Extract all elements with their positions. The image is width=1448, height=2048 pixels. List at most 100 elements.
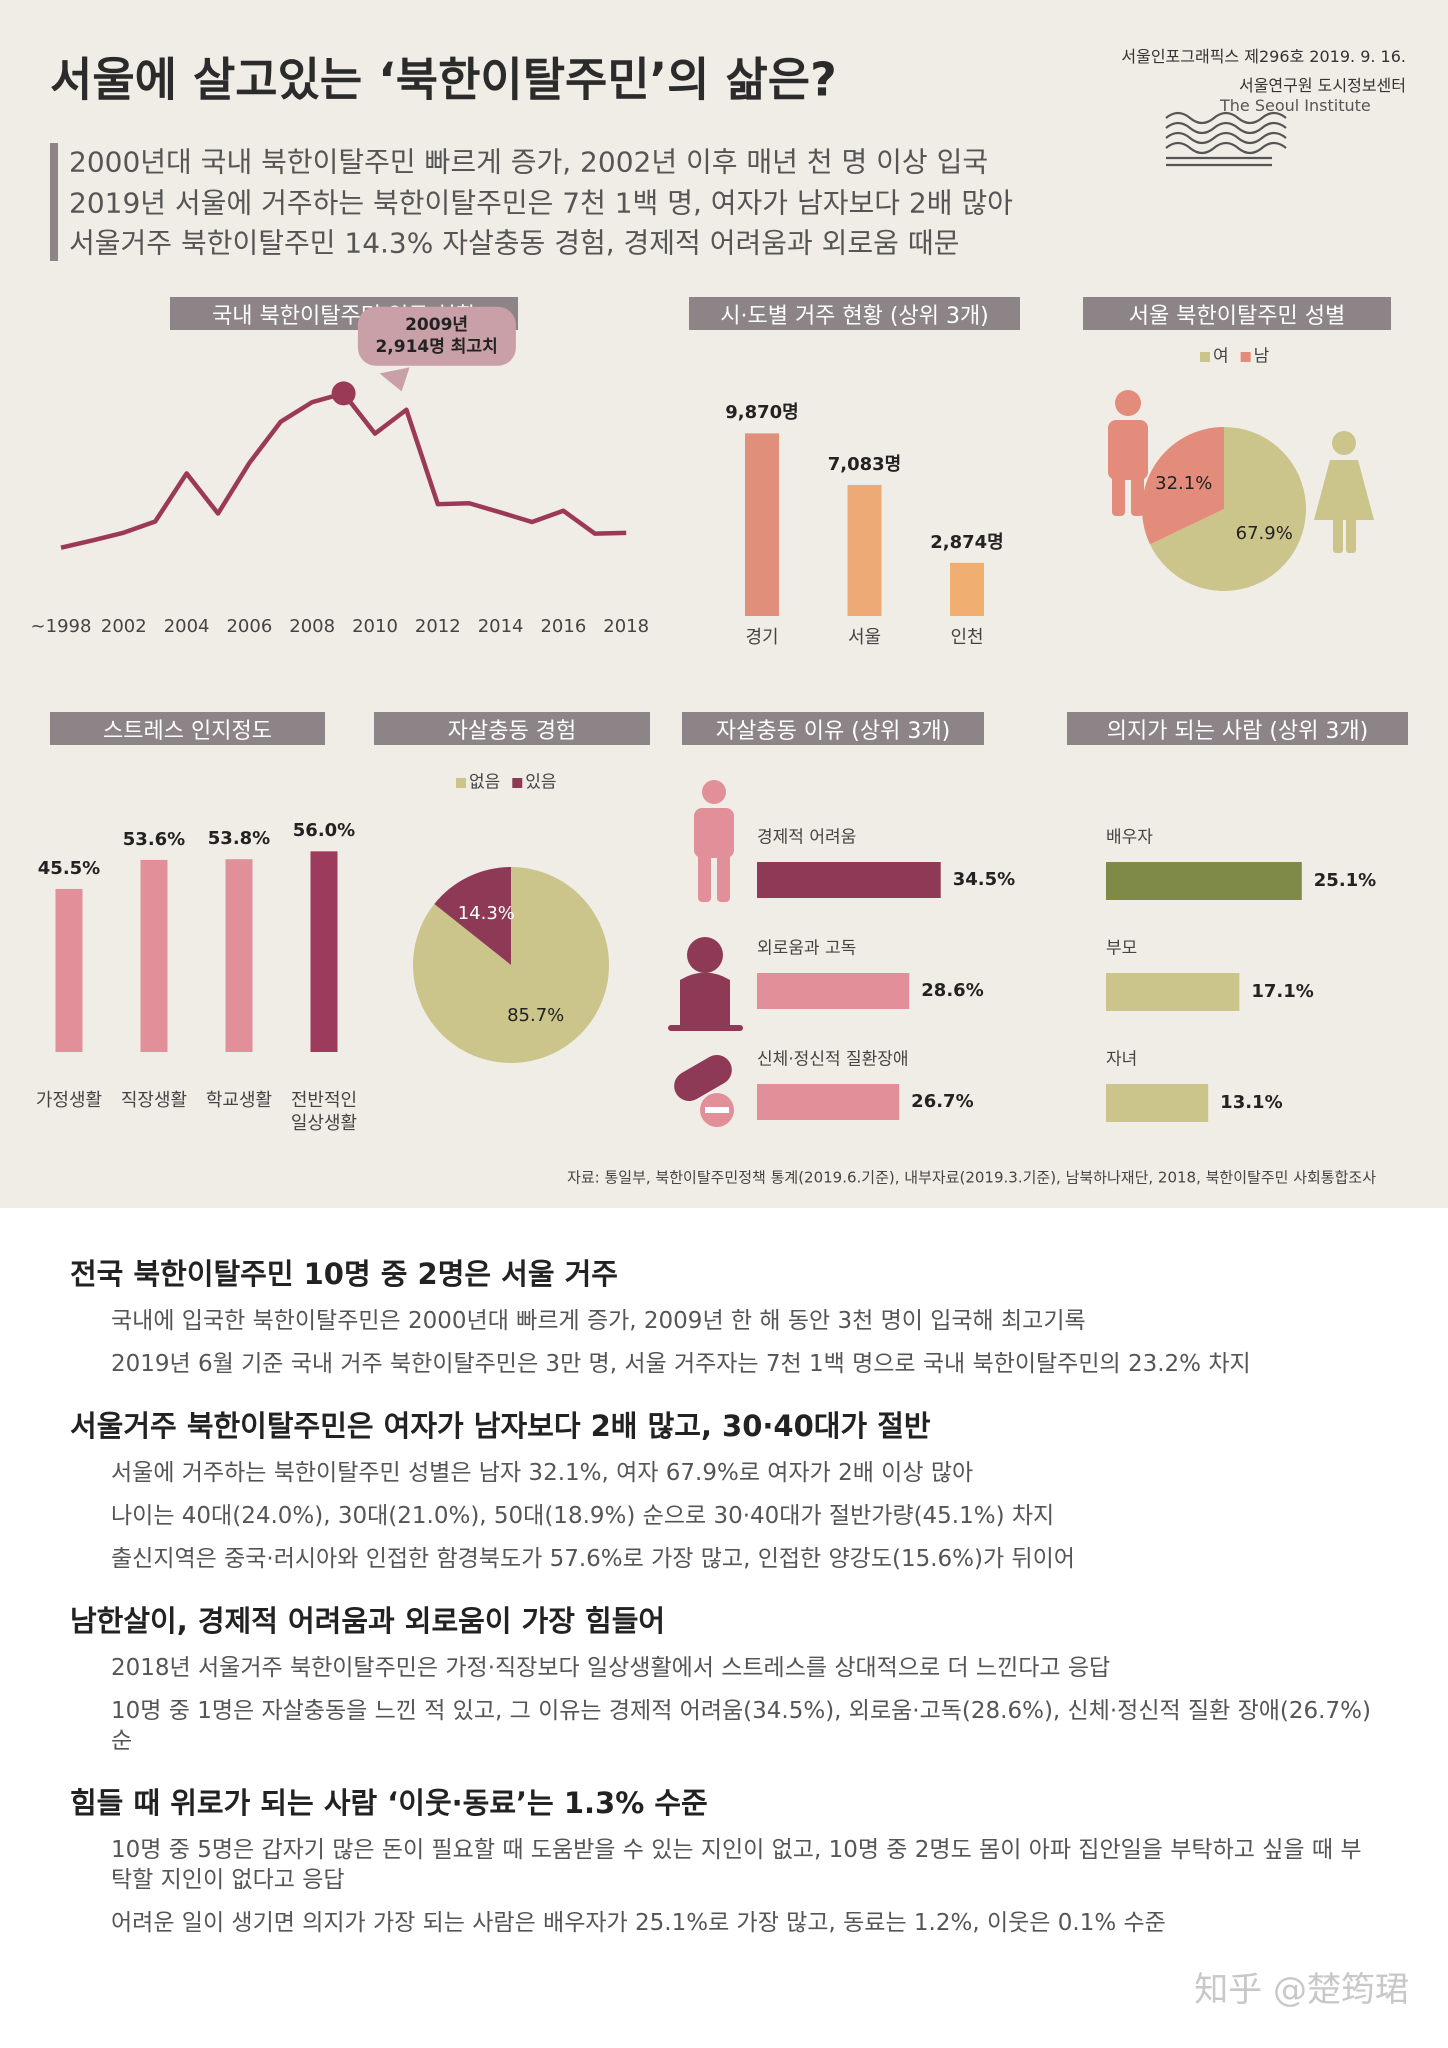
bar xyxy=(950,562,984,616)
bar xyxy=(757,973,910,1009)
pie-slice xyxy=(1150,427,1306,592)
bar xyxy=(1106,973,1240,1011)
x-tick-label: 2004 xyxy=(163,615,210,637)
source-note: 자료: 통일부, 북한이탈주민정책 통계(2019.6.기준), 내부자료(20… xyxy=(567,1168,1376,1187)
issue-info: 서울인포그래픽스 제296호 2019. 9. 16. xyxy=(1121,47,1406,66)
x-tick-label: 가정생활 xyxy=(35,1090,103,1111)
x-tick-label: 학교생활 xyxy=(205,1090,273,1111)
x-tick-label: 전반적인 일상생활 xyxy=(290,1090,358,1134)
legend-label: 있음 xyxy=(525,772,557,793)
value-label: 53.6% xyxy=(122,828,186,850)
sitting-icon xyxy=(668,937,743,1031)
legend-swatch xyxy=(512,778,523,788)
pie-slice xyxy=(434,867,511,965)
value-label: 14.3% xyxy=(457,902,515,924)
logo xyxy=(1165,111,1287,167)
value-label: 13.1% xyxy=(1220,1091,1283,1113)
x-tick-label: ~1998 xyxy=(30,615,92,637)
bar-label: 배우자 xyxy=(1106,827,1153,848)
organization: 서울연구원 도시정보센터 xyxy=(1238,76,1406,95)
x-tick-label: 2002 xyxy=(100,615,147,637)
value-label: 85.7% xyxy=(507,1004,565,1026)
section-paragraph: 2019년 6월 기준 국내 거주 북한이탈주민은 3만 명, 서울 거주자는 … xyxy=(111,1351,1251,1377)
page-title: 서울에 살고있는 ‘북한이탈주민’의 삶은? xyxy=(50,52,837,107)
x-tick-label: 2006 xyxy=(226,615,273,637)
x-tick-label: 2012 xyxy=(414,615,461,637)
chart-title: 스트레스 인지정도 xyxy=(50,712,325,745)
section-paragraph: 서울에 거주하는 북한이탈주민 성별은 남자 32.1%, 여자 67.9%로 … xyxy=(111,1460,974,1486)
bar xyxy=(745,433,779,616)
annotation: 2009년 2,914명 최고치 xyxy=(357,307,516,366)
chart-title: 시·도별 거주 현황 (상위 3개) xyxy=(689,297,1020,330)
section-heading: 남한살이, 경제적 어려움과 외로움이 가장 힘들어 xyxy=(70,1604,666,1638)
legend-swatch xyxy=(1240,352,1251,362)
section-heading: 서울거주 북한이탈주민은 여자가 남자보다 2배 많고, 30·40대가 절반 xyxy=(70,1409,931,1443)
legend-label: 여 xyxy=(1213,346,1229,367)
bar xyxy=(55,888,83,1052)
section-paragraph: 국내에 입국한 북한이탈주민은 2000년대 빠르게 증가, 2009년 한 해… xyxy=(111,1308,1086,1334)
organization-en: The Seoul Institute xyxy=(1220,96,1371,115)
section-paragraph: 출신지역은 중국·러시아와 인접한 함경북도가 57.6%로 가장 많고, 인접… xyxy=(111,1546,1075,1572)
section-paragraph: 10명 중 5명은 갑자기 많은 돈이 필요할 때 도움받을 수 있는 지인이 … xyxy=(111,1837,1362,1893)
x-tick-label: 2018 xyxy=(603,615,650,637)
section-paragraph: 10명 중 1명은 자살충동을 느낀 적 있고, 그 이유는 경제적 어려움(3… xyxy=(111,1698,1371,1754)
section-paragraph: 어려운 일이 생기면 의지가 가장 되는 사람은 배우자가 25.1%로 가장 … xyxy=(111,1910,1166,1936)
bar xyxy=(1106,862,1302,900)
summary-line: 2019년 서울에 거주하는 북한이탈주민은 7천 1백 명, 여자가 남자보다… xyxy=(69,186,1013,219)
value-label: 32.1% xyxy=(1155,472,1213,494)
value-label: 56.0% xyxy=(292,820,356,842)
bar xyxy=(757,1084,900,1120)
person-icon xyxy=(694,780,734,902)
bar-label: 경제적 어려움 xyxy=(757,827,857,848)
x-tick-label: 경기 xyxy=(745,626,779,648)
chart-title: 서울 북한이탈주민 성별 xyxy=(1083,297,1391,330)
female-icon xyxy=(1314,431,1374,553)
chart-title: 의지가 되는 사람 (상위 3개) xyxy=(1067,712,1408,745)
bar-label: 외로움과 고독 xyxy=(757,938,857,959)
x-tick-label: 2010 xyxy=(352,615,398,637)
value-label: 25.1% xyxy=(1313,869,1377,891)
text-sections: 전국 북한이탈주민 10명 중 2명은 서울 거주 국내에 입국한 북한이탈주민은… xyxy=(70,1255,1380,1938)
legend-label: 남 xyxy=(1253,346,1270,367)
pie-slice xyxy=(1141,427,1224,545)
x-tick-label: 2008 xyxy=(289,615,336,637)
x-tick-label: 인천 xyxy=(950,626,984,648)
x-tick-label: 2016 xyxy=(540,615,587,637)
bar-label: 부모 xyxy=(1106,938,1138,959)
x-tick-label: 2014 xyxy=(477,615,524,637)
section-paragraph: 나이는 40대(24.0%), 30대(21.0%), 50대(18.9%) 순… xyxy=(111,1503,1055,1529)
value-label: 26.7% xyxy=(911,1090,974,1112)
pill-icon xyxy=(674,1055,734,1127)
value-label: 53.8% xyxy=(207,827,271,849)
value-label: 34.5% xyxy=(952,868,1016,890)
value-label: 67.9% xyxy=(1235,523,1293,545)
chart-title: 자살충동 경험 xyxy=(374,712,650,745)
value-label: 9,870명 xyxy=(725,402,799,424)
watermark: 知乎 @楚筠珺 xyxy=(1194,1969,1409,2010)
value-label: 17.1% xyxy=(1251,980,1314,1002)
value-label: 7,083명 xyxy=(827,453,902,475)
bar xyxy=(310,851,338,1052)
section-paragraph: 2018년 서울거주 북한이탈주민은 가정·직장보다 일상생활에서 스트레스를 … xyxy=(111,1655,1111,1681)
summary-line: 서울거주 북한이탈주민 14.3% 자살충동 경험, 경제적 어려움과 외로움 … xyxy=(69,226,960,260)
annotation-pointer xyxy=(379,367,410,392)
chart-title: 자살충동 이유 (상위 3개) xyxy=(682,712,984,745)
bar xyxy=(1106,1084,1209,1122)
summary-bar xyxy=(50,143,58,261)
bar-label: 신체·정신적 질환장애 xyxy=(757,1049,909,1070)
bar xyxy=(140,859,168,1052)
value-label: 45.5% xyxy=(37,857,101,879)
summary-line: 2000년대 국내 북한이탈주민 빠르게 증가, 2002년 이후 매년 천 명… xyxy=(69,145,989,179)
legend-label: 없음 xyxy=(469,772,501,793)
value-label: 28.6% xyxy=(921,979,984,1001)
bar xyxy=(225,859,253,1052)
peak-marker xyxy=(331,381,356,406)
bar xyxy=(757,862,941,898)
bar xyxy=(847,484,882,616)
value-label: 2,874명 xyxy=(930,531,1004,553)
x-tick-label: 서울 xyxy=(847,626,882,648)
legend-swatch xyxy=(456,778,466,788)
male-icon xyxy=(1108,390,1148,516)
